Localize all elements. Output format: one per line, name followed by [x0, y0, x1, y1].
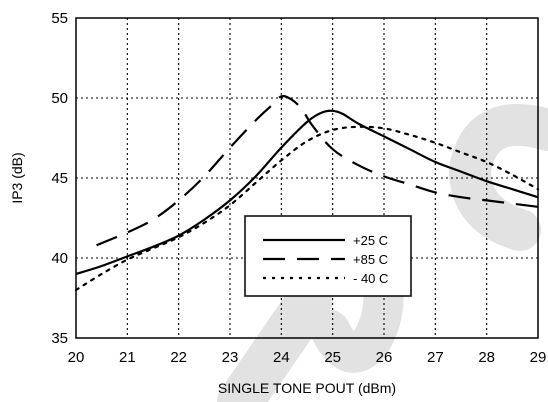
x-tick-labels: 20 21 22 23 24 25 26 27 28 29	[68, 349, 547, 366]
x-tick-label: 25	[324, 349, 341, 366]
series-lines	[74, 95, 540, 292]
legend: +25 C +85 C - 40 C	[244, 215, 412, 297]
x-tick-label: 26	[376, 349, 393, 366]
x-tick-label: 22	[170, 349, 187, 366]
y-tick-labels: 35 40 45 50 55	[51, 10, 68, 347]
x-tick-label: 29	[530, 349, 547, 366]
series-line-1	[96, 95, 539, 247]
x-tick-label: 20	[68, 349, 85, 366]
watermark-stroke-a	[217, 277, 333, 402]
watermark-stroke-c	[448, 104, 548, 251]
y-tick-label: 55	[51, 10, 68, 27]
legend-label-1: +85 C	[353, 252, 388, 267]
y-tick-label: 45	[51, 170, 68, 187]
legend-box	[244, 215, 412, 297]
x-tick-label: 23	[222, 349, 239, 366]
y-tick-label: 35	[51, 330, 68, 347]
y-axis-label: IP3 (dB)	[9, 152, 25, 203]
series-line-0	[75, 109, 539, 276]
x-axis-label: SINGLE TONE POUT (dBm)	[218, 380, 396, 396]
legend-items: +25 C +85 C - 40 C	[263, 233, 388, 286]
x-tick-label: 21	[119, 349, 136, 366]
legend-label-2: - 40 C	[353, 271, 388, 286]
plot-frame	[75, 17, 539, 339]
y-tick-label: 50	[51, 90, 68, 107]
legend-label-0: +25 C	[353, 233, 388, 248]
x-tick-label: 24	[273, 349, 290, 366]
x-tick-label: 28	[478, 349, 495, 366]
x-tick-label: 27	[427, 349, 444, 366]
y-tick-label: 40	[51, 250, 68, 267]
